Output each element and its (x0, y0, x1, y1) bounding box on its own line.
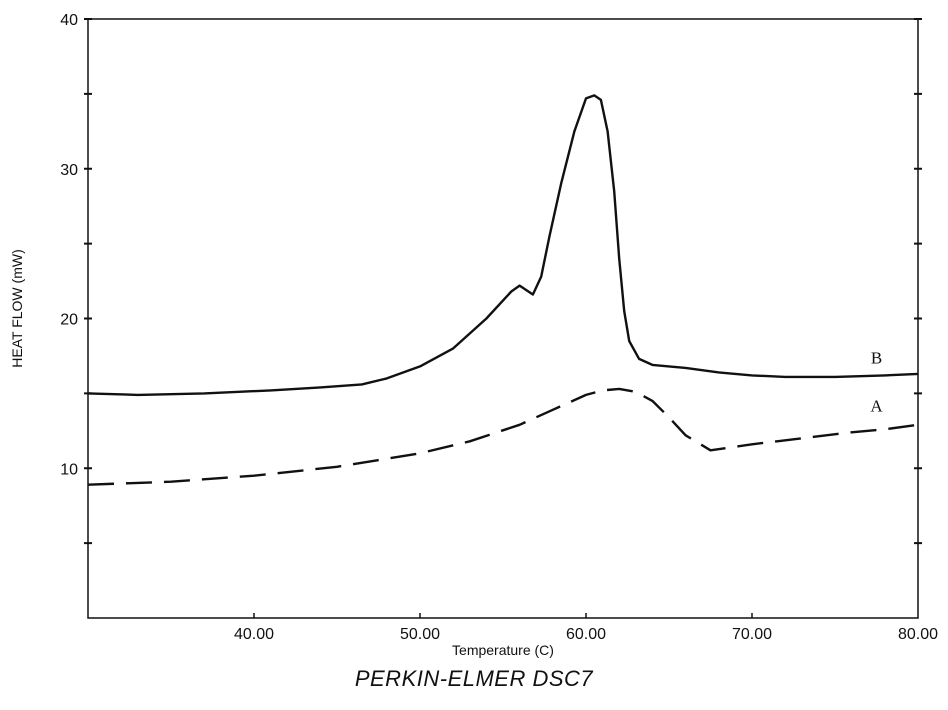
y-axis-title: HEAT FLOW (mW) (9, 249, 25, 367)
x-tick-label: 50.00 (400, 626, 440, 643)
curve-annotations: BA (870, 348, 883, 415)
instrument-caption: PERKIN-ELMER DSC7 (354, 666, 594, 691)
plot-frame (87, 18, 919, 619)
series-line-a (87, 387, 919, 486)
x-axis-title: Temperature (C) (452, 642, 554, 658)
plot-border (87, 18, 919, 619)
x-tick-label: 70.00 (732, 626, 772, 643)
x-tick-label: 40.00 (234, 626, 274, 643)
curve-label-b: B (871, 348, 882, 367)
y-tick-label: 20 (60, 312, 78, 329)
y-tick-label: 10 (60, 461, 78, 478)
series-line-b (87, 94, 919, 397)
axis-ticks (84, 18, 922, 618)
tick-labels: 40.00 50.00 60.00 70.00 80.00 10 20 30 40 (60, 12, 938, 643)
x-tick-label: 60.00 (566, 626, 606, 643)
series-group (87, 94, 919, 486)
curve-label-a: A (870, 396, 883, 415)
y-tick-label: 40 (60, 12, 78, 29)
y-tick-label: 30 (60, 162, 78, 179)
x-tick-label: 80.00 (898, 626, 938, 643)
